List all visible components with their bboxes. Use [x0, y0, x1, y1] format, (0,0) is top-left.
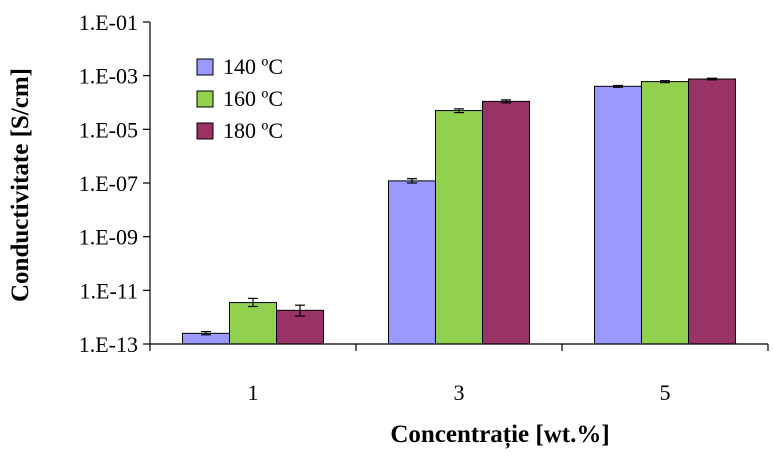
y-axis-ticks: 1.E-13 1.E-11 1.E-09 1.E-07 1.E-05 1.E-03 1.E-… — [79, 10, 150, 357]
bar — [688, 78, 736, 345]
x-axis-title: Concentrație [wt.%] — [390, 421, 609, 449]
y-tick-label: 1.E-13 — [79, 332, 138, 357]
x-axis-ticks: 1 3 5 — [149, 344, 769, 405]
y-tick-label: 1.E-01 — [79, 10, 138, 35]
axes — [149, 22, 768, 345]
bar — [594, 85, 642, 345]
legend-swatch — [196, 90, 214, 108]
y-tick-label: 1.E-11 — [80, 278, 138, 303]
x-tick-label: 1 — [248, 380, 259, 405]
error-bars — [201, 77, 717, 336]
y-tick-label: 1.E-05 — [79, 117, 138, 142]
bar — [482, 100, 530, 345]
bar — [435, 110, 483, 345]
y-tick-label: 1.E-09 — [79, 225, 138, 250]
bar — [229, 302, 277, 345]
bar — [276, 309, 324, 345]
bar — [388, 180, 436, 345]
y-tick-label: 1.E-07 — [79, 171, 138, 196]
x-tick-label: 5 — [660, 380, 671, 405]
y-tick-label: 1.E-03 — [79, 64, 138, 89]
legend-label: 140 ºC — [223, 54, 283, 79]
x-tick-label: 3 — [454, 380, 465, 405]
y-axis-title: Conductivitate [S/cm] — [7, 68, 34, 302]
legend-swatch — [196, 58, 214, 76]
legend-label: 160 ºC — [223, 86, 283, 111]
legend-label: 180 ºC — [223, 118, 283, 143]
legend-swatch — [196, 122, 214, 140]
bar — [641, 81, 689, 345]
bars — [182, 78, 736, 345]
legend: 140 ºC 160 ºC 180 ºC — [196, 54, 283, 143]
